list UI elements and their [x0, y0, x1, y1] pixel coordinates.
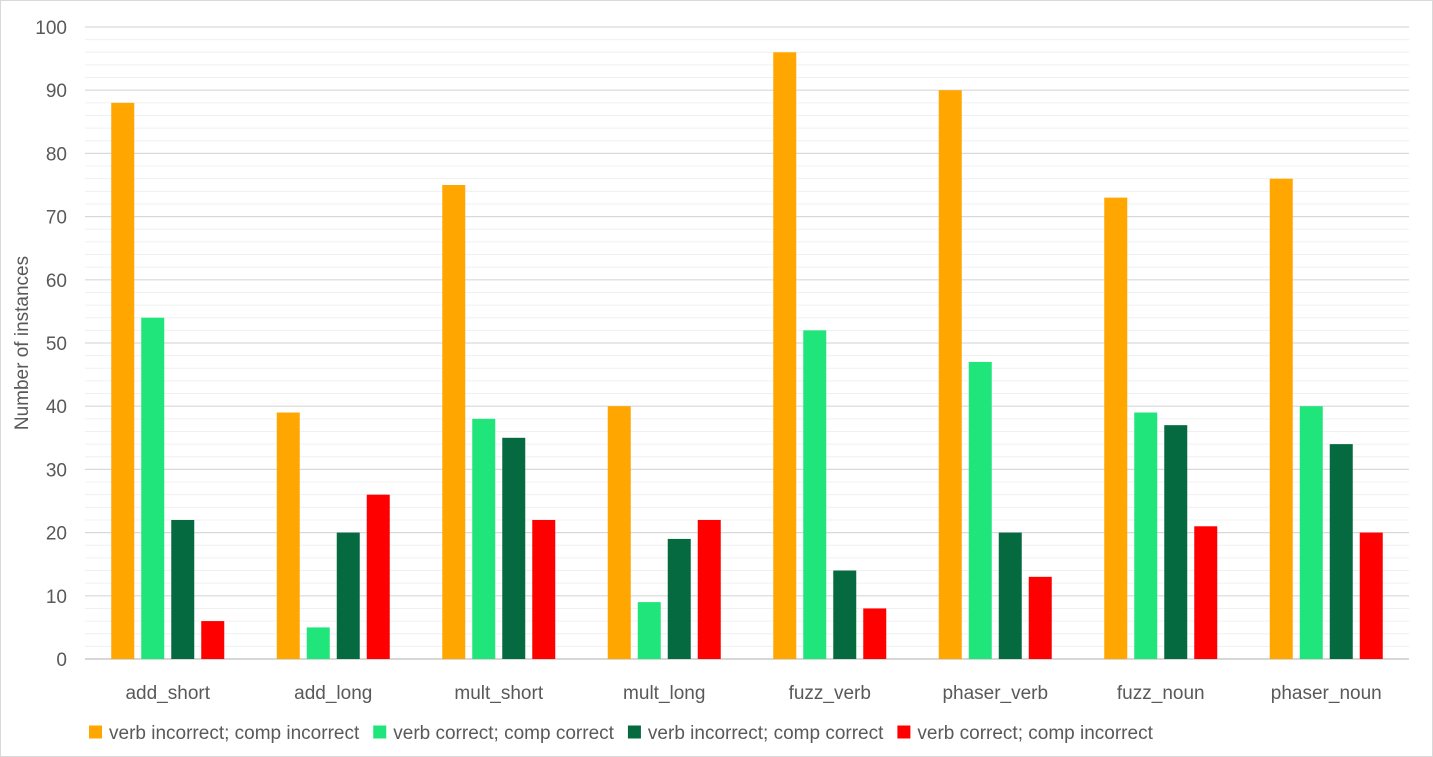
- legend-label: verb correct; comp incorrect: [917, 723, 1153, 744]
- y-tick-label: 0: [56, 650, 67, 671]
- legend-label: verb incorrect; comp correct: [648, 723, 884, 744]
- x-category-label: phaser_noun: [1271, 683, 1382, 704]
- x-category-label: add_short: [125, 683, 210, 704]
- legend-swatch: [373, 725, 387, 739]
- y-tick-label: 10: [46, 587, 67, 608]
- bar-fuzz_noun-series-2: [1134, 412, 1158, 659]
- bar-mult_short-series-2: [472, 418, 496, 659]
- y-tick-label: 60: [46, 271, 67, 292]
- bar-phaser_noun-series-3: [1329, 444, 1353, 659]
- x-axis-categories: add_short add_long mult_short mult_long fuzz…: [125, 683, 1381, 704]
- legend-swatch: [89, 725, 102, 739]
- x-category-label: phaser_verb: [942, 683, 1048, 704]
- y-tick-label: 70: [46, 208, 67, 229]
- bar-mult_short-series-4: [532, 519, 556, 659]
- x-category-label: mult_long: [623, 683, 705, 704]
- bar-phaser_noun-series-1: [1269, 178, 1293, 659]
- bar-mult_short-series-1: [442, 185, 466, 659]
- y-axis-ticks: 0 10 20 30 40 50 60 70 80 90 100: [35, 18, 67, 671]
- legend-label: verb correct; comp correct: [393, 723, 614, 744]
- legend-item-3: verb incorrect; comp correct: [627, 723, 884, 744]
- x-category-label: mult_short: [454, 683, 543, 704]
- legend-item-1: verb incorrect; comp incorrect: [89, 723, 360, 744]
- y-tick-label: 20: [46, 524, 67, 545]
- bar-fuzz_noun-series-1: [1104, 197, 1128, 659]
- bar-mult_long-series-2: [637, 602, 661, 659]
- bar-add_long-series-1: [276, 412, 300, 659]
- bar-add_long-series-2: [306, 627, 330, 659]
- y-tick-label: 40: [46, 397, 67, 418]
- legend: verb incorrect; comp incorrect verb corre…: [89, 723, 1154, 744]
- legend-swatch: [897, 725, 911, 739]
- gridlines: [85, 26, 1409, 660]
- y-tick-label: 30: [46, 460, 67, 481]
- legend-swatch: [627, 725, 641, 739]
- bar-fuzz_verb-series-2: [803, 330, 827, 659]
- y-tick-label: 90: [46, 81, 67, 102]
- bar-add_short-series-4: [201, 621, 225, 659]
- bar-mult_long-series-4: [697, 519, 721, 659]
- x-category-label: fuzz_noun: [1117, 683, 1205, 704]
- bar-fuzz_noun-series-3: [1164, 425, 1188, 659]
- y-tick-label: 50: [46, 334, 67, 355]
- bar-add_short-series-2: [141, 317, 165, 659]
- bar-phaser_noun-series-4: [1359, 532, 1383, 659]
- bar-mult_short-series-3: [502, 437, 526, 659]
- bar-mult_long-series-1: [607, 406, 631, 659]
- legend-item-2: verb correct; comp correct: [373, 723, 615, 744]
- x-category-label: fuzz_verb: [789, 683, 871, 704]
- bar-fuzz_verb-series-1: [773, 52, 797, 659]
- bar-phaser_verb-series-4: [1028, 576, 1052, 659]
- bar-add_short-series-3: [171, 519, 195, 659]
- y-axis-title: Number of instances: [12, 256, 33, 430]
- legend-label: verb incorrect; comp incorrect: [109, 723, 360, 744]
- bar-fuzz_verb-series-4: [863, 608, 887, 659]
- bar-fuzz_noun-series-4: [1194, 526, 1218, 659]
- x-category-label: add_long: [294, 683, 372, 704]
- y-tick-label: 80: [46, 144, 67, 165]
- bar-mult_long-series-3: [667, 538, 691, 659]
- bar-phaser_verb-series-3: [998, 532, 1022, 659]
- y-tick-label: 100: [35, 18, 67, 39]
- bar-add_long-series-3: [336, 532, 360, 659]
- bar-phaser_noun-series-2: [1299, 406, 1323, 659]
- bar-phaser_verb-series-1: [938, 90, 962, 659]
- bar-add_short-series-1: [111, 102, 135, 660]
- bar-fuzz_verb-series-3: [833, 570, 857, 659]
- legend-item-4: verb correct; comp incorrect: [897, 723, 1154, 744]
- bar-add_long-series-4: [366, 494, 390, 659]
- bar-phaser_verb-series-2: [968, 361, 992, 659]
- bars: [111, 52, 1383, 660]
